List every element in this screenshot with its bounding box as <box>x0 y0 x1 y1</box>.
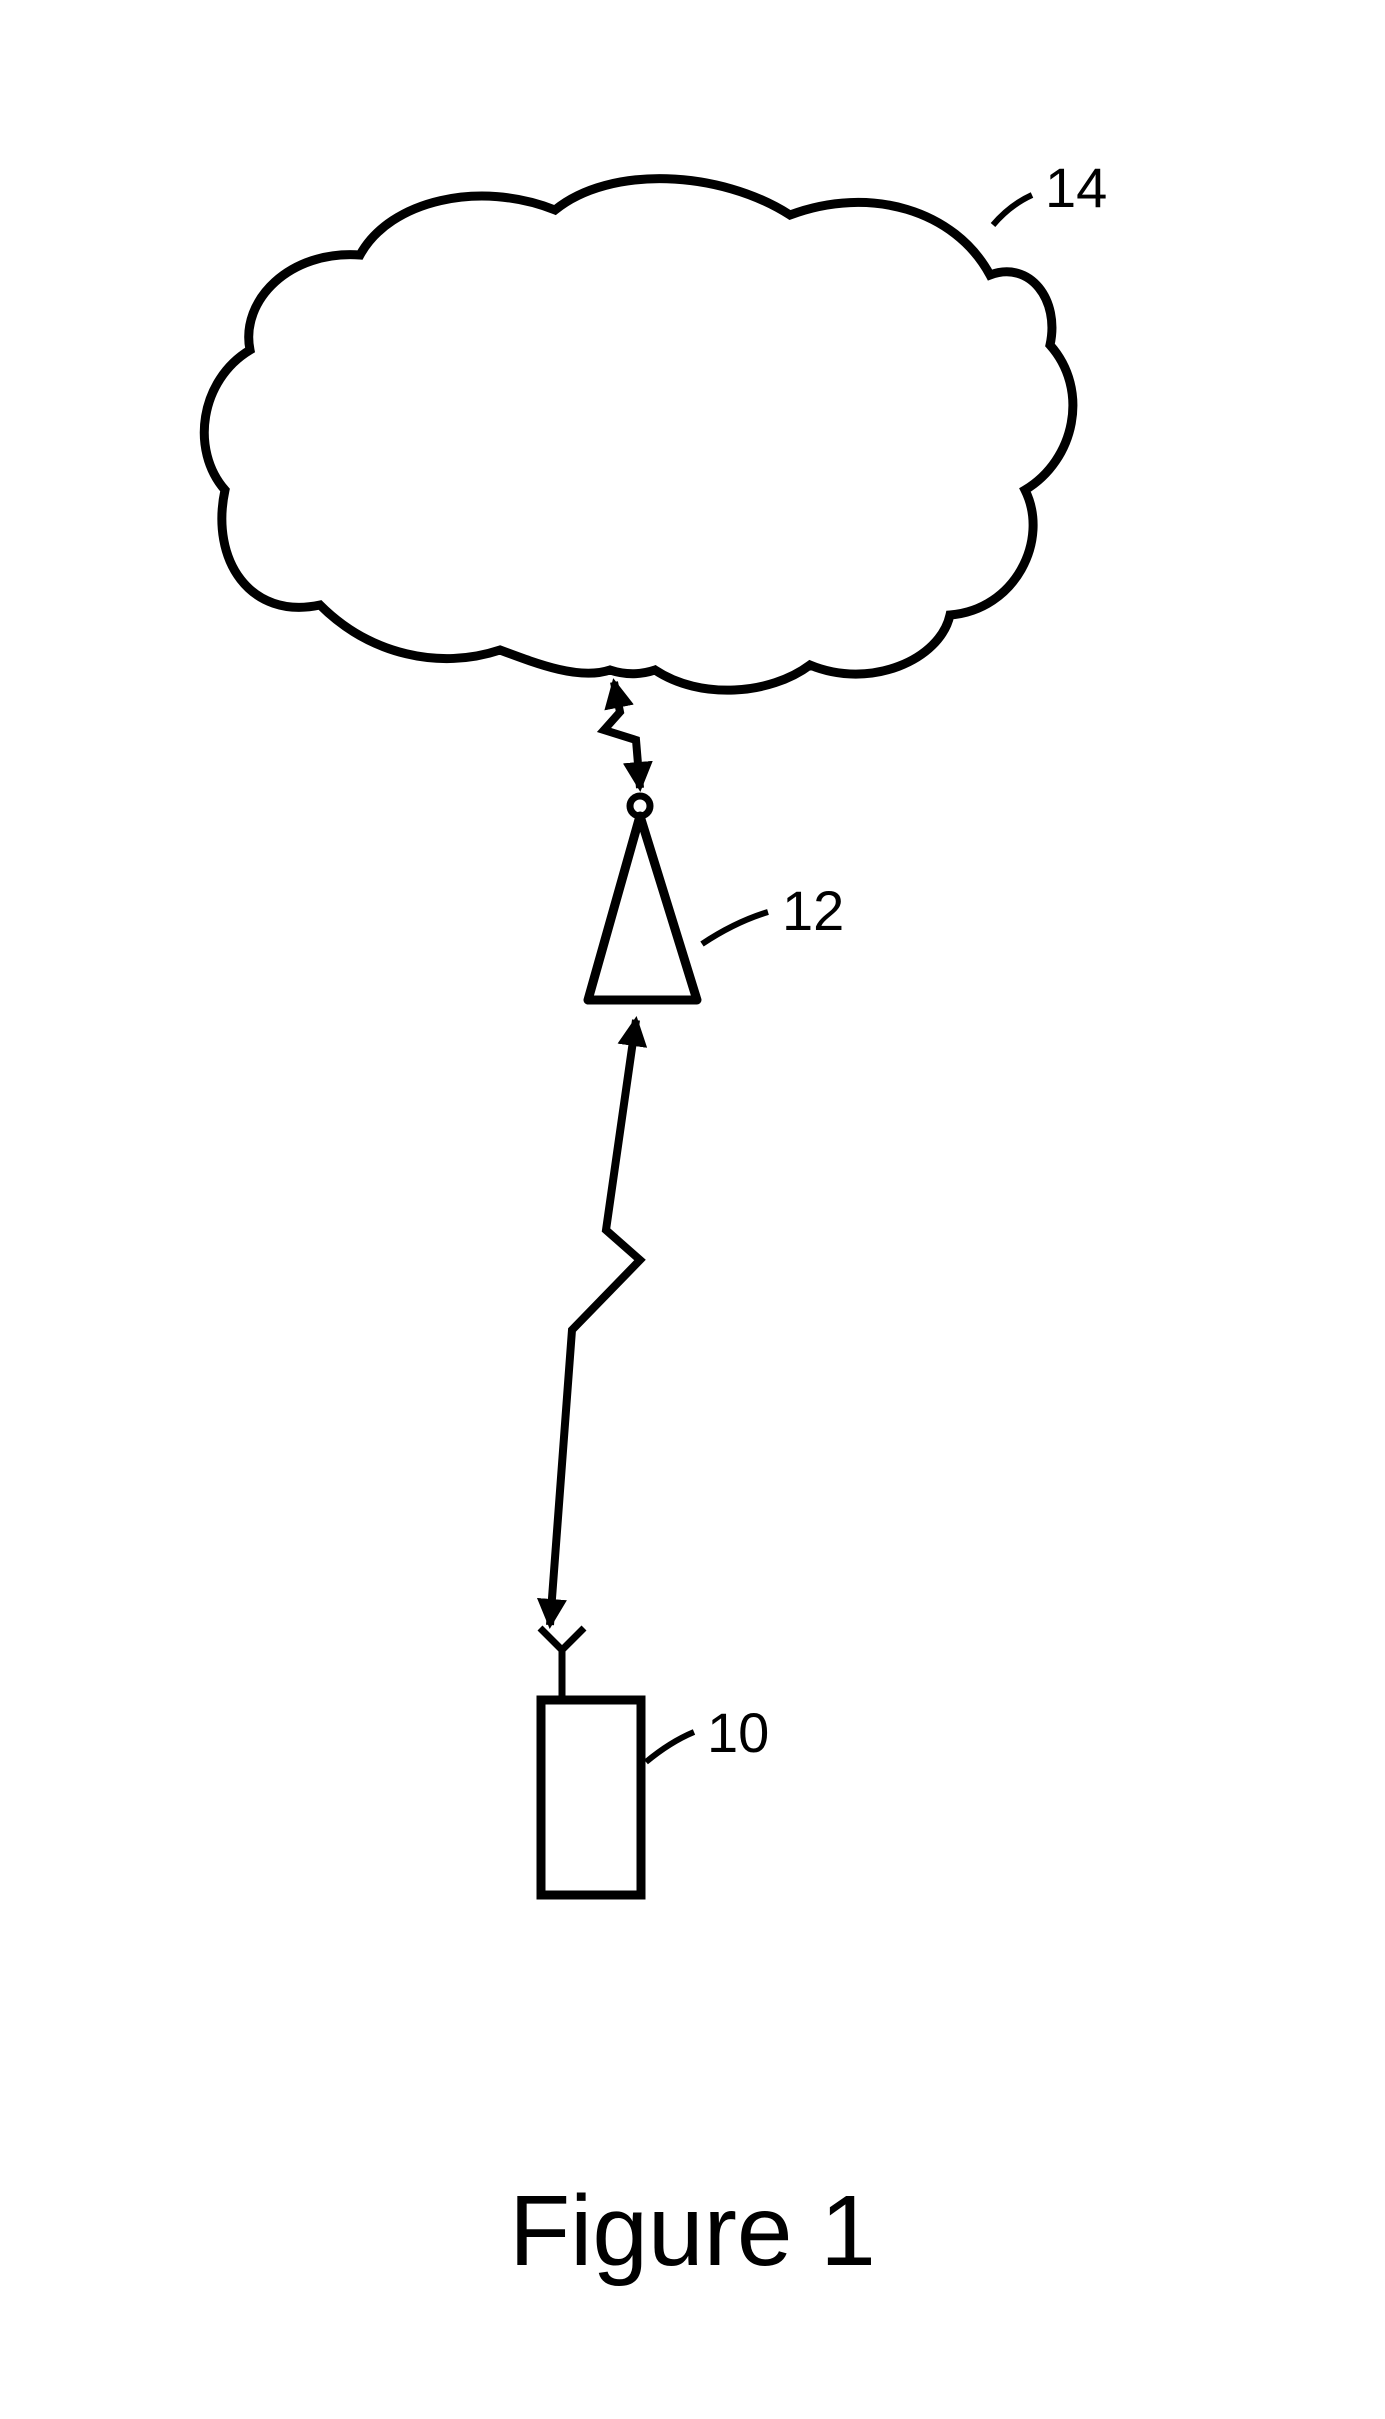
leader-device <box>646 1732 694 1762</box>
arrow-tower-to-device <box>550 1020 640 1625</box>
leader-tower <box>702 912 768 944</box>
label-cloud: 14 <box>1045 155 1107 220</box>
arrow-cloud-to-tower <box>604 682 640 788</box>
label-device: 10 <box>707 1700 769 1765</box>
diagram-svg <box>0 0 1385 2419</box>
figure-1-diagram: 14 12 10 Figure 1 <box>0 0 1385 2419</box>
leader-cloud <box>993 195 1032 225</box>
cloud-network <box>204 179 1073 691</box>
mobile-device <box>540 1628 641 1895</box>
tower-base-station <box>588 796 697 1000</box>
figure-caption: Figure 1 <box>509 2174 876 2289</box>
label-tower: 12 <box>782 878 844 943</box>
